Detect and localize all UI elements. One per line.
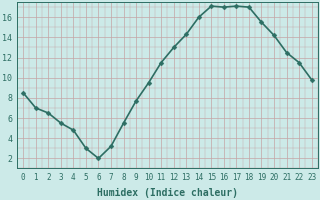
X-axis label: Humidex (Indice chaleur): Humidex (Indice chaleur) [97,188,238,198]
